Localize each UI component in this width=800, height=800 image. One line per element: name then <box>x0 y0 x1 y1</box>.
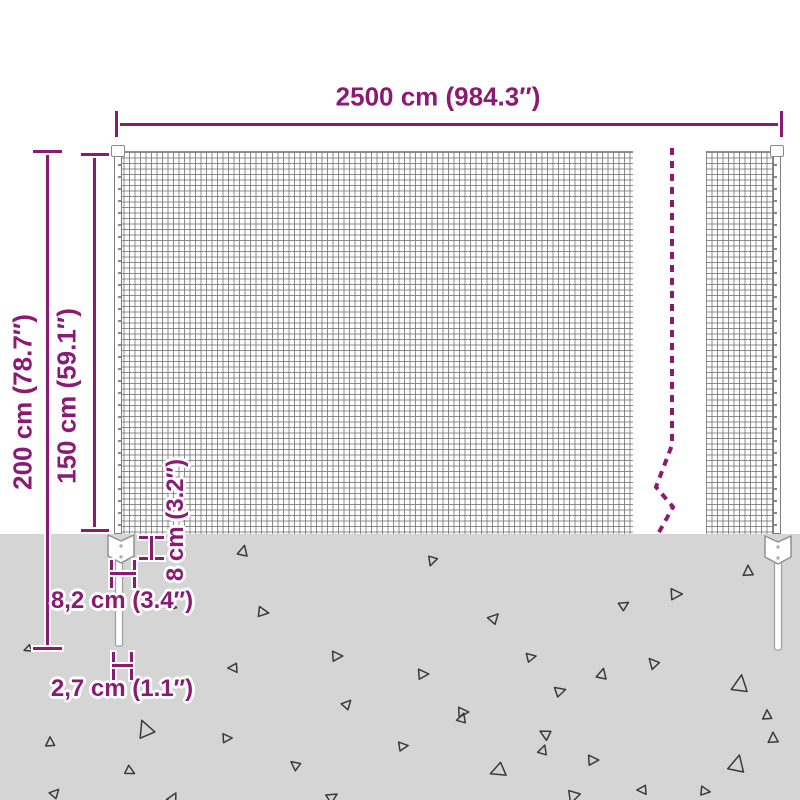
debris-triangle <box>417 668 430 680</box>
debris-triangle <box>123 764 136 775</box>
right-post <box>773 148 781 534</box>
debris-triangle <box>489 761 507 776</box>
mesh-panel-main <box>118 151 633 534</box>
debris-triangle <box>427 555 439 567</box>
debris-triangle <box>727 754 745 773</box>
debris-triangle <box>23 643 33 652</box>
left-post <box>114 148 122 534</box>
debris-triangle <box>567 789 582 800</box>
left-ground-anchor-clip <box>107 534 135 564</box>
mesh-height-dimension-line <box>93 155 96 531</box>
debris-triangle <box>761 709 773 720</box>
mesh-height-cap-bottom <box>81 529 109 532</box>
mesh-height-label: 150 cm (59.1″) <box>51 308 82 484</box>
debris-triangle <box>44 736 56 747</box>
debris-triangle <box>397 741 409 752</box>
debris-triangle <box>325 793 338 800</box>
total-height-cap-bottom <box>33 647 62 650</box>
total-height-cap-top <box>33 150 62 153</box>
mesh-height-cap-top <box>81 153 109 156</box>
debris-triangle <box>331 650 344 662</box>
anchor-depth-label: 8 cm (3.2″) <box>162 458 189 582</box>
debris-triangle <box>539 730 552 742</box>
debris-triangle <box>236 544 248 557</box>
ground-debris-triangles <box>23 544 779 800</box>
debris-triangle <box>222 732 233 744</box>
debris-triangle <box>670 587 684 601</box>
debris-triangle <box>165 792 177 800</box>
debris-triangle <box>767 731 779 744</box>
anchor-width-label: 8,2 cm (3.4″) <box>50 587 194 614</box>
debris-triangle <box>139 719 156 739</box>
mesh-panel-right <box>706 151 776 534</box>
anchor-depth-bar-mid <box>150 536 153 560</box>
debris-triangle <box>617 601 630 612</box>
width-dimension-line <box>117 123 782 126</box>
right-ground-anchor-clip <box>764 535 792 565</box>
left-post-cap <box>111 145 125 157</box>
length-break-dashed-line <box>653 148 676 535</box>
debris-triangle <box>48 788 60 800</box>
debris-triangle <box>648 657 661 671</box>
total-height-label: 200 cm (78.7″) <box>7 314 38 490</box>
debris-triangle <box>730 674 748 693</box>
width-dimension-tick-left <box>115 111 118 137</box>
total-height-dimension-line <box>46 152 49 649</box>
width-dimension-label: 2500 cm (984.3″) <box>335 81 541 112</box>
debris-triangle <box>587 754 600 766</box>
anchor-width-bar-mid <box>110 572 136 575</box>
debris-triangle <box>455 712 467 724</box>
debris-triangle <box>257 605 270 618</box>
right-underground-post <box>773 557 783 651</box>
debris-triangle <box>536 744 548 756</box>
debris-triangle <box>340 699 352 711</box>
post-width-bar-mid <box>112 664 133 667</box>
debris-triangle <box>742 564 754 577</box>
debris-triangle <box>290 760 302 772</box>
debris-triangle <box>486 613 499 626</box>
debris-triangle <box>700 785 711 796</box>
debris-triangle <box>227 662 238 674</box>
debris-triangle <box>636 784 647 796</box>
debris-triangle <box>553 686 567 698</box>
right-post-cap <box>770 145 784 157</box>
post-width-label: 2,7 cm (1.1″) <box>50 675 194 702</box>
debris-triangle <box>168 601 178 611</box>
debris-triangle <box>595 667 607 680</box>
debris-triangle <box>525 652 537 663</box>
width-dimension-tick-right <box>780 111 783 137</box>
